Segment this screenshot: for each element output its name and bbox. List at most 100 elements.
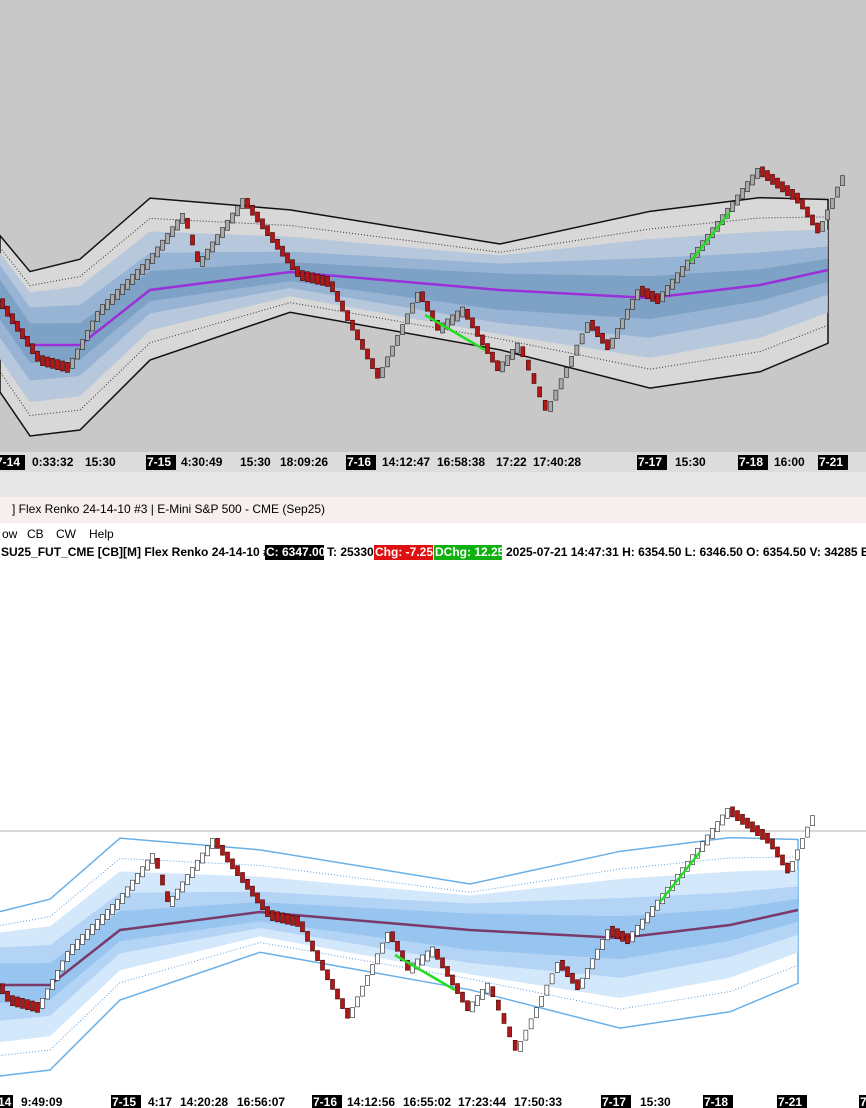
renko-brick bbox=[548, 401, 553, 412]
renko-brick bbox=[95, 311, 100, 322]
renko-brick bbox=[245, 879, 250, 890]
renko-brick bbox=[564, 367, 569, 378]
renko-brick bbox=[775, 177, 780, 189]
renko-brick bbox=[385, 356, 390, 368]
renko-brick bbox=[325, 276, 330, 287]
renko-brick bbox=[740, 814, 745, 825]
renko-brick bbox=[675, 272, 680, 284]
renko-brick bbox=[485, 982, 490, 994]
renko-brick bbox=[790, 189, 795, 200]
renko-brick bbox=[835, 186, 840, 198]
renko-brick bbox=[780, 854, 785, 866]
renko-brick bbox=[285, 252, 290, 264]
bottom-axis-bg bbox=[0, 1095, 866, 1108]
renko-brick bbox=[130, 879, 135, 891]
top-time-axis: 7-14 0:33:32 15:30 7-15 4:30:49 15:30 18:09:26… bbox=[0, 455, 848, 470]
renko-brick bbox=[225, 851, 230, 863]
renko-brick bbox=[470, 1001, 475, 1013]
menu-bar bbox=[0, 523, 866, 545]
renko-brick bbox=[610, 337, 615, 349]
renko-brick bbox=[410, 302, 415, 314]
renko-brick bbox=[240, 198, 245, 209]
renko-brick bbox=[35, 1002, 40, 1013]
renko-brick bbox=[105, 299, 110, 310]
renko-brick bbox=[579, 333, 585, 345]
renko-brick bbox=[425, 950, 430, 962]
renko-brick bbox=[740, 188, 745, 199]
renko-brick bbox=[375, 367, 380, 379]
renko-brick bbox=[175, 219, 180, 231]
info-day-change: DChg: 12.25 bbox=[435, 545, 505, 559]
renko-brick bbox=[685, 259, 690, 271]
date-label: 7-17 bbox=[638, 455, 662, 469]
renko-brick bbox=[390, 345, 395, 357]
date-label: 7 bbox=[860, 1095, 866, 1108]
renko-brick bbox=[75, 939, 80, 950]
menu-item: CB bbox=[27, 527, 44, 541]
renko-brick bbox=[40, 998, 45, 1009]
renko-brick bbox=[542, 399, 548, 411]
renko-brick bbox=[220, 844, 225, 856]
renko-brick bbox=[100, 914, 105, 925]
date-box bbox=[111, 1095, 141, 1108]
renko-brick bbox=[225, 219, 230, 231]
renko-brick bbox=[355, 996, 360, 1008]
renko-brick bbox=[645, 288, 650, 300]
renko-brick bbox=[755, 825, 760, 836]
bottom-time-axis: 14 9:49:09 7-15 4:17 14:20:28 16:56:07 7-16 14:… bbox=[0, 1095, 866, 1108]
renko-brick bbox=[330, 281, 335, 293]
renko-brick bbox=[50, 979, 55, 990]
date-box bbox=[146, 455, 176, 470]
renko-brick bbox=[630, 299, 635, 310]
renko-brick bbox=[520, 346, 526, 358]
renko-brick bbox=[55, 359, 60, 370]
renko-brick bbox=[405, 313, 410, 325]
renko-brick bbox=[395, 940, 400, 952]
renko-brick bbox=[10, 313, 15, 325]
renko-brick bbox=[810, 815, 815, 826]
renko-brick bbox=[715, 821, 720, 832]
renko-brick bbox=[215, 234, 220, 246]
renko-brick bbox=[665, 285, 670, 296]
renko-brick bbox=[370, 358, 375, 369]
renko-brick bbox=[125, 886, 130, 898]
renko-brick bbox=[45, 988, 50, 1000]
renko-brick bbox=[585, 968, 590, 979]
renko-brick bbox=[135, 873, 140, 884]
renko-brick bbox=[780, 181, 785, 193]
renko-brick bbox=[585, 322, 590, 333]
renko-brick bbox=[590, 958, 595, 970]
renko-brick bbox=[335, 988, 340, 1000]
renko-brick bbox=[575, 979, 580, 991]
renko-brick bbox=[440, 322, 445, 334]
renko-brick bbox=[770, 838, 775, 850]
renko-brick bbox=[430, 946, 435, 958]
renko-brick bbox=[240, 872, 245, 883]
renko-brick bbox=[315, 950, 320, 961]
renko-brick bbox=[730, 806, 735, 818]
renko-brick bbox=[95, 919, 100, 930]
renko-brick bbox=[200, 256, 205, 267]
info-symbol: SU25_FUT_CME [CB][M] Flex Renko 24-14-10… bbox=[1, 545, 277, 559]
time-label: 4:17 bbox=[148, 1095, 172, 1108]
renko-brick bbox=[145, 259, 150, 270]
renko-brick bbox=[385, 932, 390, 943]
renko-brick bbox=[650, 906, 655, 917]
renko-brick bbox=[534, 1007, 539, 1018]
renko-brick bbox=[80, 934, 85, 945]
renko-brick bbox=[235, 865, 240, 876]
time-label: 15:30 bbox=[675, 455, 706, 469]
date-box bbox=[703, 1095, 733, 1108]
renko-brick bbox=[544, 984, 550, 996]
renko-brick bbox=[160, 874, 165, 886]
renko-brick bbox=[235, 205, 240, 217]
renko-brick bbox=[150, 253, 155, 264]
renko-brick bbox=[10, 995, 15, 1006]
renko-brick bbox=[35, 350, 40, 362]
renko-brick bbox=[180, 213, 185, 224]
renko-brick bbox=[720, 814, 725, 826]
renko-brick bbox=[795, 192, 800, 204]
date-box bbox=[0, 1095, 13, 1108]
window-title: ] Flex Renko 24-14-10 #3 | E-Mini S&P 50… bbox=[12, 502, 325, 516]
renko-brick bbox=[475, 326, 480, 337]
